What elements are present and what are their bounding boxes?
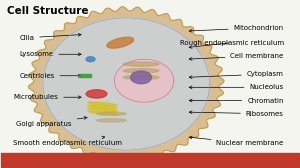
- Ellipse shape: [88, 111, 117, 115]
- Text: Cytoplasm: Cytoplasm: [189, 71, 284, 78]
- Ellipse shape: [123, 62, 159, 66]
- Polygon shape: [43, 18, 209, 150]
- Polygon shape: [114, 59, 174, 102]
- Bar: [2, 153, 298, 167]
- Text: Nuclear membrane: Nuclear membrane: [189, 136, 284, 146]
- Ellipse shape: [123, 69, 159, 73]
- Ellipse shape: [86, 90, 107, 98]
- Text: Nucleolus: Nucleolus: [189, 84, 284, 90]
- Text: Lysosome: Lysosome: [19, 51, 81, 57]
- Text: Cilia: Cilia: [19, 33, 81, 41]
- Text: Golgi apparatus: Golgi apparatus: [16, 117, 87, 127]
- Ellipse shape: [88, 102, 117, 106]
- Text: Mitochondrion: Mitochondrion: [189, 25, 284, 32]
- Ellipse shape: [131, 71, 152, 84]
- Text: Microtubules: Microtubules: [13, 94, 81, 100]
- Text: Cell membrane: Cell membrane: [189, 53, 284, 60]
- Text: Chromatin: Chromatin: [189, 97, 284, 103]
- Ellipse shape: [97, 119, 126, 122]
- Ellipse shape: [88, 105, 117, 109]
- Bar: [79, 74, 91, 77]
- Text: Cell Structure: Cell Structure: [7, 6, 89, 16]
- Ellipse shape: [107, 37, 134, 48]
- Ellipse shape: [86, 57, 95, 62]
- Ellipse shape: [97, 112, 126, 115]
- Polygon shape: [28, 7, 224, 161]
- Text: Smooth endoplasmic reticulum: Smooth endoplasmic reticulum: [13, 136, 122, 146]
- Text: Rough endoplasmic reticulum: Rough endoplasmic reticulum: [180, 40, 284, 48]
- Ellipse shape: [123, 75, 159, 79]
- Text: Ribosomes: Ribosomes: [189, 111, 284, 117]
- Ellipse shape: [88, 108, 117, 112]
- Text: Centrioles: Centrioles: [19, 73, 81, 79]
